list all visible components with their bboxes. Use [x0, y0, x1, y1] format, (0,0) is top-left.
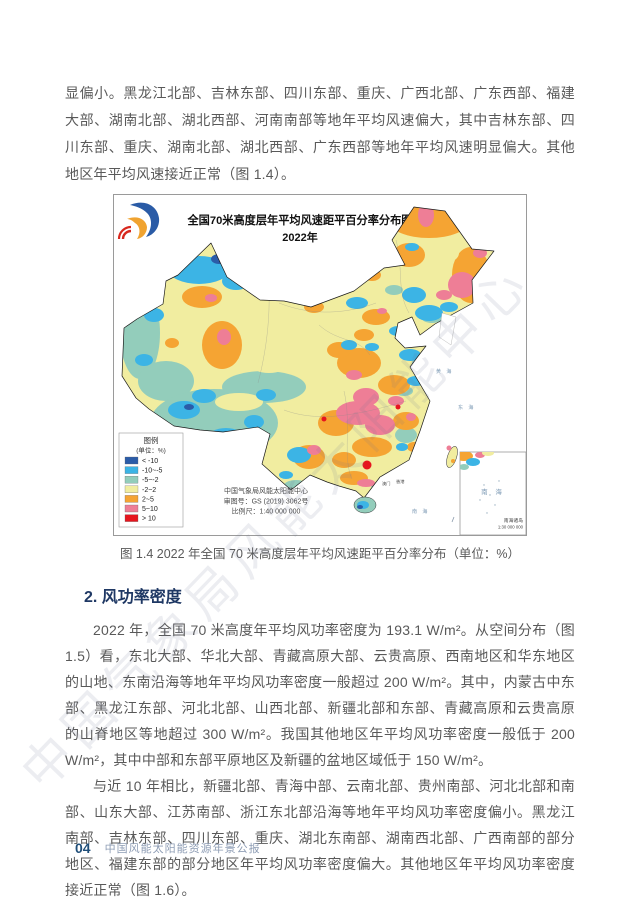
legend-unit: (单位：%) [136, 446, 166, 455]
south-china-sea-inset: 南 海 南海诸岛 1:30 000 000 [459, 451, 526, 535]
legend-title: 图例 [144, 435, 159, 445]
label-south-sea: 南 海 [412, 508, 429, 515]
taiwan-island [446, 445, 458, 468]
legend-item: -5~-2 [124, 476, 159, 484]
china-wind-anomaly-map: 全国70米高度层年平均风速距平百分率分布图 2022年 [117, 202, 526, 535]
map-legend: 图例 (单位：%) < -10 -10~-5 -5~-2 -2~2 2~5 5~… [118, 432, 184, 528]
map-figure: 全国70米高度层年平均风速距平百分率分布图 2022年 [113, 194, 527, 536]
publication-title: 中国风能太阳能资源年景公报 [104, 843, 261, 855]
china-outline [121, 206, 495, 499]
legend-item: 2~5 [124, 495, 154, 503]
map-title-year: 2022年 [282, 230, 317, 244]
svg-text:< -10: < -10 [142, 458, 158, 465]
paragraph-wind-power-density: 2022 年，全国 70 米高度年平均风功率密度为 193.1 W/m²。从空间… [65, 622, 575, 768]
label-east-sea: 东 海 [458, 404, 475, 411]
legend-item: 5~10 [124, 504, 158, 513]
svg-text:> 10: > 10 [142, 516, 156, 523]
korea-outline [438, 312, 457, 346]
label-yellow-sea: 黄 海 [436, 368, 453, 375]
map-attribution: 中国气象局风能太阳能中心 审图号：GS (2019) 3062号 比例尺：1:4… [224, 486, 309, 516]
hainan-island [353, 496, 377, 514]
cma-wind-solar-logo [117, 202, 160, 240]
intro-paragraph: 显偏小。黑龙江北部、吉林东部、四川东部、重庆、广西北部、广东西部、福建大部、湖南… [65, 85, 575, 182]
svg-text:5~10: 5~10 [142, 506, 158, 513]
figure-caption: 图 1.4 2022 年全国 70 米高度层年平均风速距平百分率分布（单位：%） [119, 547, 521, 561]
svg-text:-10~-5: -10~-5 [142, 468, 163, 475]
inset-scale: 1:30 000 000 [498, 525, 524, 530]
svg-text:-2~2: -2~2 [142, 487, 156, 494]
legend-item: > 10 [124, 514, 156, 523]
label-hongkong: 香港 [396, 478, 405, 485]
paragraph-decade-comparison: 与近 10 年相比，新疆北部、青海中部、云南北部、贵州南部、河北北部和南部、山东… [65, 778, 575, 898]
attribution-approval: 审图号：GS (2019) 3062号 [224, 497, 309, 506]
page-number: 04 [75, 840, 91, 856]
attribution-scale: 比例尺：1:40 000 000 [232, 507, 301, 516]
svg-text:2~5: 2~5 [142, 496, 154, 503]
legend-item: < -10 [124, 456, 158, 465]
legend-item: -2~2 [124, 485, 156, 494]
legend-item: -10~-5 [124, 466, 163, 475]
attribution-org: 中国气象局风能太阳能中心 [224, 486, 308, 495]
inset-islands-label: 南海诸岛 [504, 517, 523, 524]
label-macau: 澳门 [382, 480, 390, 487]
svg-text:-5~-2: -5~-2 [142, 477, 159, 484]
province-boundaries [257, 239, 410, 480]
inset-sea-label: 南 海 [481, 487, 505, 496]
map-title: 全国70米高度层年平均风速距平百分率分布图 [186, 213, 412, 227]
section-heading: 2. 风功率密度 [84, 589, 182, 606]
page-footer: 04 中国风能太阳能资源年景公报 [75, 840, 261, 856]
